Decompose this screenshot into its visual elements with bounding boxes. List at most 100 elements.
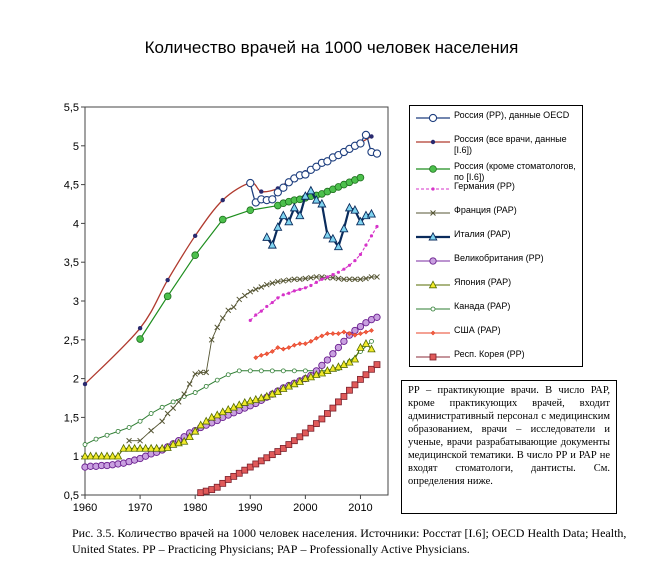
y-tick-label: 2,5 [64,335,79,347]
data-point [429,257,437,265]
data-point [279,445,287,452]
data-point [230,472,238,480]
data-point [97,451,106,460]
x-mark-stroke [252,286,259,293]
data-point [137,418,143,424]
data-point [224,404,233,413]
data-point [334,343,343,352]
series-0 [246,130,382,207]
legend-swatch [416,231,450,241]
data-point [229,402,238,411]
data-point [328,233,338,243]
x-mark-stroke [346,276,353,283]
legend-label: Россия (кроме стоматологов, по [I.6]) [454,161,576,182]
legend-item: Германия (РР) [414,181,582,203]
data-point [163,292,172,301]
data-point [235,400,244,409]
data-point [341,276,347,283]
data-point [269,368,275,374]
data-point [356,139,365,148]
data-point [252,286,259,293]
data-point [273,222,283,231]
data-point [224,476,232,483]
data-point [323,157,332,166]
data-point [236,296,243,303]
data-point [292,289,296,293]
data-point [246,178,255,188]
legend-swatch [416,306,450,312]
data-point [246,463,254,471]
data-point [302,275,309,282]
data-point [93,436,99,442]
data-point [344,202,354,212]
y-tick-label: 3,5 [64,257,79,269]
data-point [307,424,315,432]
data-point [318,415,326,423]
legend-item: Россия (РР), данные OECD [414,110,582,132]
data-point [247,288,254,295]
x-mark-stroke [236,296,243,303]
data-point [278,210,288,220]
data-point [130,443,139,452]
legend-label: Франция (РАР) [454,205,517,215]
y-tick-label: 1,5 [64,412,79,424]
data-point [350,354,360,363]
legend-item: Россия (все врачи, данные [I.6]) [414,134,582,156]
x-mark-stroke [181,391,188,397]
data-point [253,355,259,361]
data-point [429,165,437,173]
x-tick-label: 1970 [128,502,152,514]
data-point [265,304,269,309]
data-point [295,210,305,220]
data-point [281,293,285,297]
x-mark-stroke [170,405,176,411]
data-point [246,206,255,215]
x-mark-stroke [352,276,358,283]
chart-series [80,130,382,497]
data-point [259,309,263,313]
y-tick-label: 3 [73,296,79,308]
data-point [286,345,292,350]
data-point [274,278,281,285]
data-point [303,286,307,290]
data-point [284,216,294,226]
data-point [361,339,371,347]
legend-swatch [416,280,450,289]
data-point [170,399,176,405]
data-point [358,252,363,257]
data-point [86,451,95,460]
data-point [363,275,369,282]
data-point [148,427,154,434]
data-point [357,276,364,283]
legend-swatch [416,139,450,145]
data-point [284,178,293,187]
data-point [285,441,293,448]
data-point [284,381,294,390]
x-mark-stroke [330,274,336,281]
data-point [247,368,253,374]
data-point [347,331,352,337]
data-point [141,443,150,452]
data-point [367,344,376,353]
data-point [369,338,374,344]
series-line [255,330,372,359]
y-tick-label: 1 [73,451,79,463]
data-point [225,372,231,378]
data-point [340,393,348,400]
data-point [335,398,342,406]
data-point [241,292,248,299]
series-line [139,177,361,340]
data-point [428,113,438,123]
x-mark-stroke [308,274,314,281]
x-mark-stroke [357,276,364,283]
data-point [191,251,199,260]
x-mark-stroke [197,369,204,376]
data-point [192,233,198,239]
data-point [185,432,194,441]
data-point [336,270,341,274]
data-point [230,304,237,311]
legend-item: США (РАР) [414,325,582,347]
x-mark-stroke [258,284,265,290]
legend-swatch [416,210,450,216]
legend-label: Япония (РАР) [454,277,512,287]
